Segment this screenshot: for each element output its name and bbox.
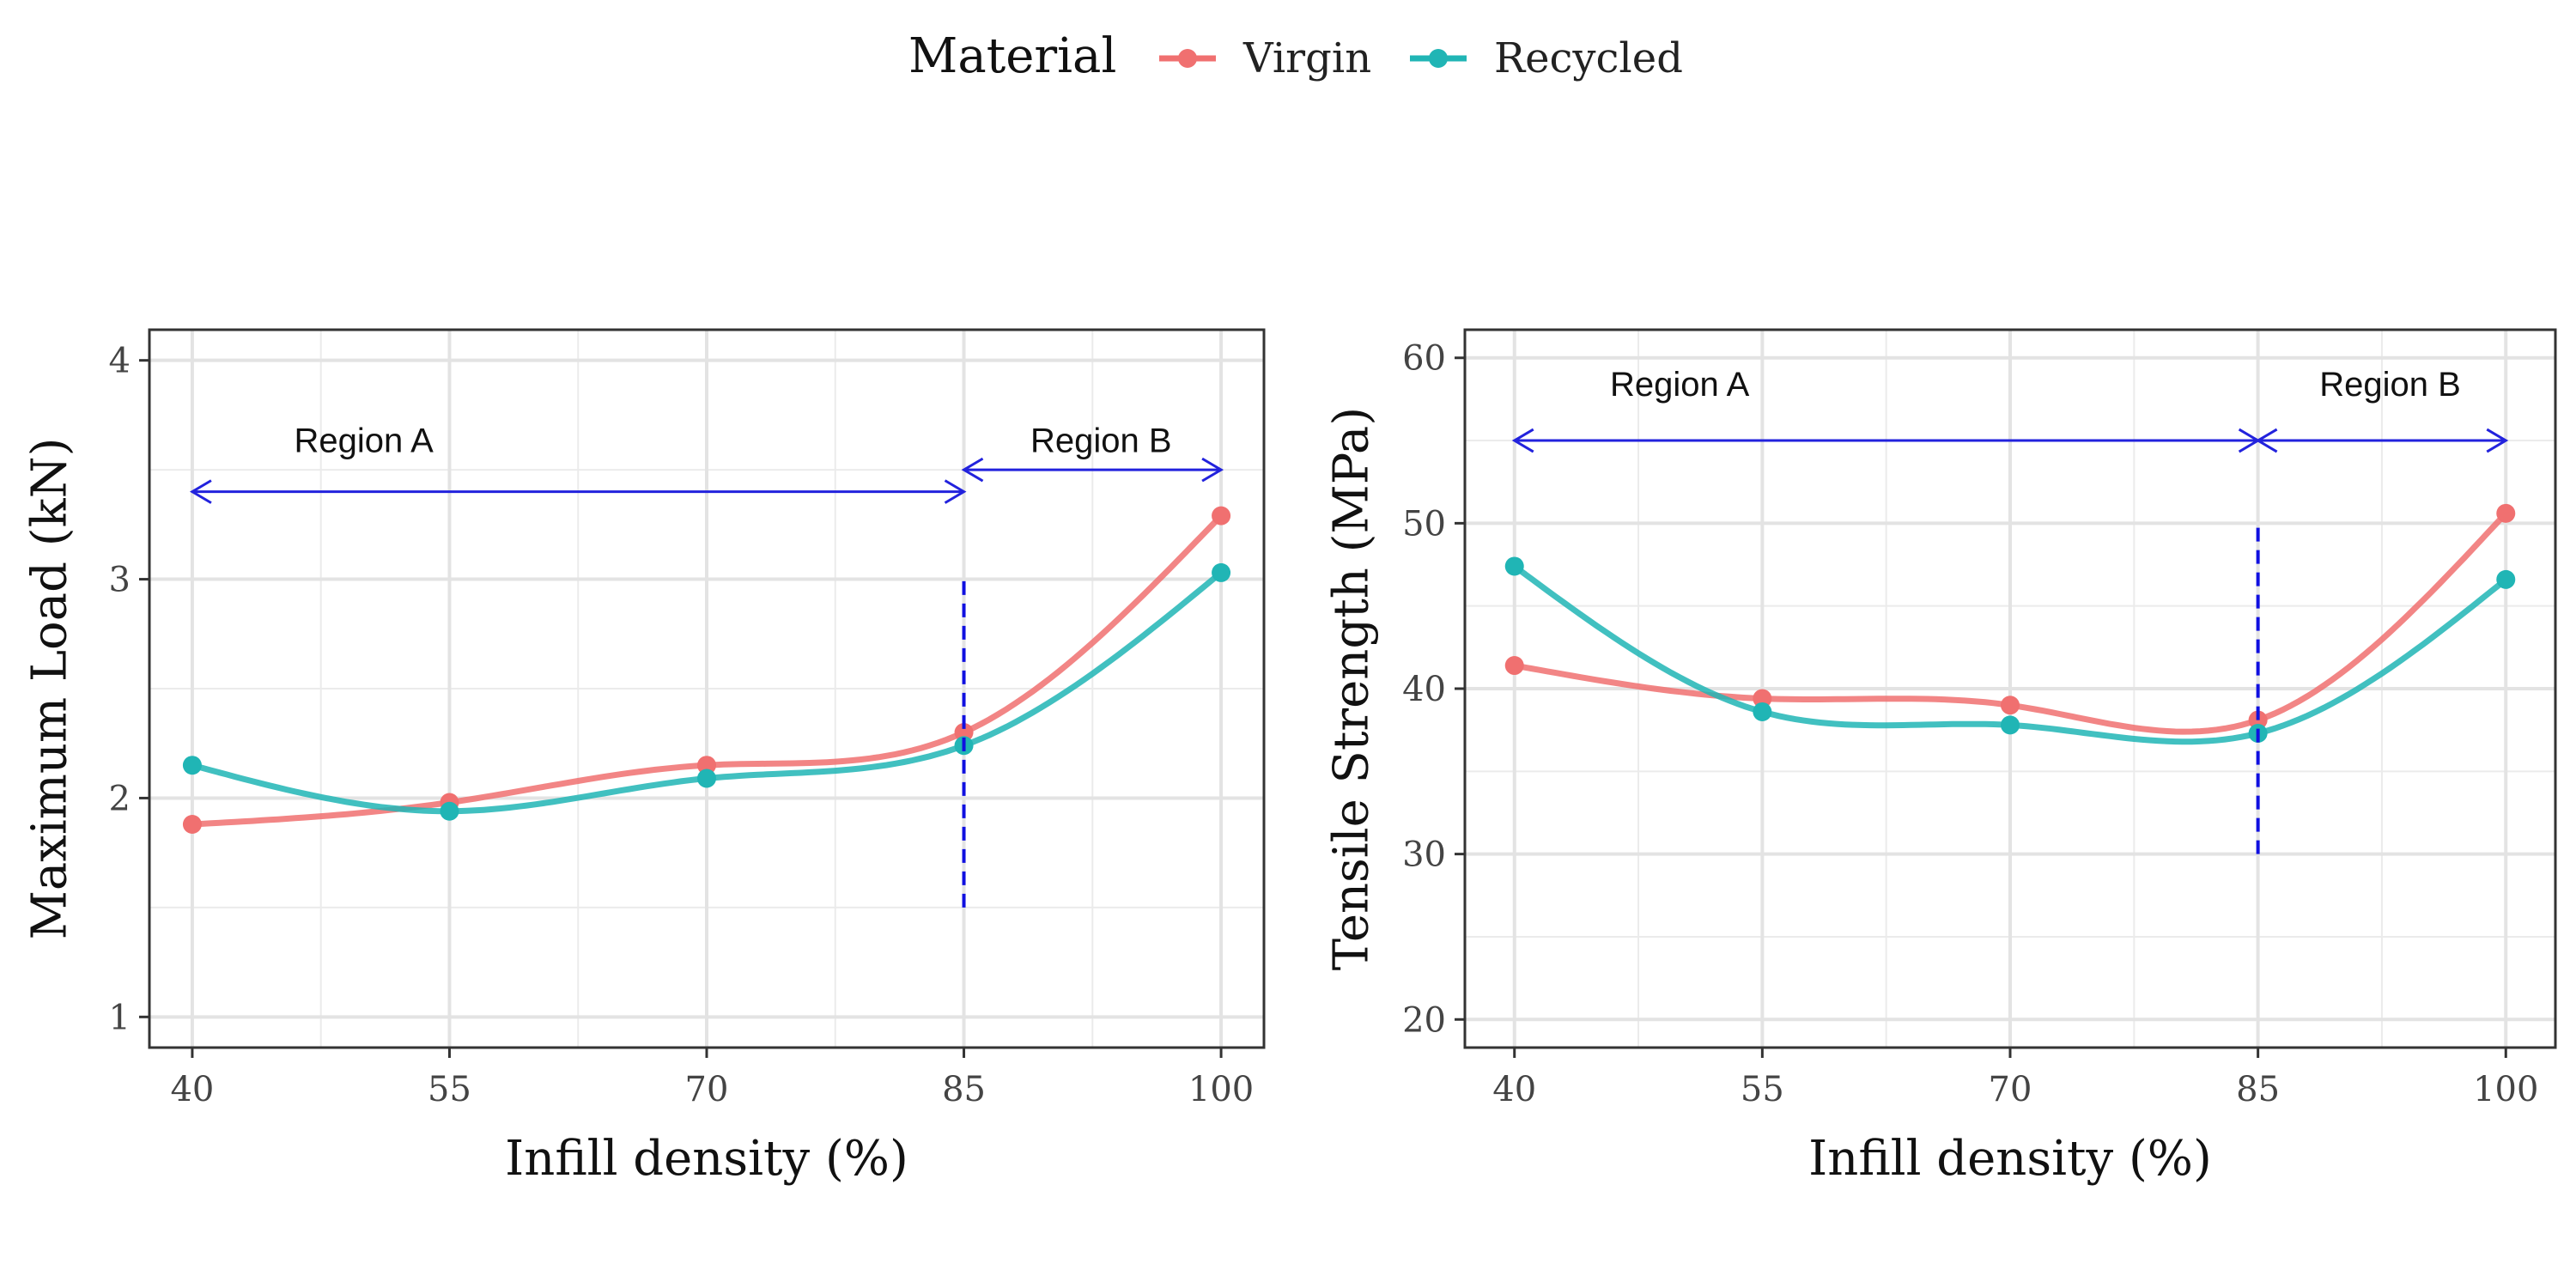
legend-label-virgin: Virgin (1242, 34, 1371, 82)
maximum-load-chart: Region A Region B 40 55 70 85 100 1 2 3 4 Infill de… (22, 328, 1266, 1187)
x-tick-label: 100 (2473, 1070, 2538, 1109)
x-axis-title: Infill density (%) (505, 1131, 908, 1187)
y-tick-label: 1 (109, 998, 131, 1037)
data-point (1504, 556, 1524, 576)
y-tick-label: 4 (109, 342, 131, 381)
legend-title: Material (908, 28, 1116, 84)
x-tick-label: 55 (428, 1070, 471, 1109)
data-point (1753, 702, 1772, 721)
y-tick-label: 3 (109, 561, 131, 600)
data-point (1753, 689, 1772, 708)
x-tick-label: 40 (1492, 1070, 1536, 1109)
data-point (182, 815, 202, 835)
y-tick-label: 40 (1402, 670, 1446, 709)
annotations: Region A Region B (189, 422, 1224, 908)
x-tick-label: 70 (1989, 1070, 2032, 1109)
arrow-head-right (1201, 457, 1224, 483)
legend-label-recycled: Recycled (1494, 34, 1683, 82)
y-axis-title: Maximum Load (kN) (22, 438, 78, 940)
x-tick-label: 55 (1741, 1070, 1784, 1109)
arrow-head-right (944, 479, 967, 504)
y-tick-label: 2 (109, 779, 131, 818)
data-point (2001, 715, 2020, 735)
y-tick-label: 20 (1402, 1000, 1446, 1040)
y-tick-label: 50 (1402, 504, 1446, 544)
data-point (2001, 696, 2020, 715)
legend-point (1429, 49, 1448, 68)
annotations: Region A Region B (1511, 366, 2509, 854)
arrow-head-left (189, 479, 212, 504)
legend-point (1178, 49, 1197, 68)
arrow-head-left (2255, 428, 2278, 453)
data-point (1212, 506, 1231, 526)
arrow-head-left (961, 457, 984, 483)
x-tick-label: 70 (685, 1070, 729, 1109)
axes: 40 55 70 85 100 20 30 40 50 60 Infill density (%) T… (1324, 339, 2539, 1187)
data-point (2496, 503, 2516, 523)
axes: 40 55 70 85 100 1 2 3 4 Infill density (%) Maximum… (22, 342, 1255, 1187)
region-region-a: Region A (1511, 366, 2261, 453)
y-axis-title: Tensile Strength (MPa) (1324, 407, 1380, 970)
y-tick-label: 30 (1402, 835, 1446, 875)
x-tick-label: 85 (942, 1070, 986, 1109)
data-point (1212, 562, 1231, 582)
region-label: Region A (294, 422, 434, 460)
x-tick-label: 40 (170, 1070, 214, 1109)
region-region-a: Region A (189, 422, 967, 504)
data-point (2496, 569, 2516, 589)
arrow-head-right (2486, 428, 2509, 453)
data-point (1504, 656, 1524, 676)
region-label: Region B (2319, 366, 2461, 404)
legend-key-virgin (1159, 49, 1216, 68)
x-axis-title: Infill density (%) (1808, 1131, 2212, 1187)
legend: Material Virgin Recycled (908, 28, 1683, 84)
region-label: Region A (1610, 366, 1750, 404)
legend-key-recycled (1410, 49, 1467, 68)
grid (1465, 330, 2555, 1048)
data-point (697, 769, 716, 788)
tensile-strength-chart: Region A Region B 40 55 70 85 100 20 30 40 50 60 Inf… (1324, 328, 2557, 1187)
x-tick-label: 100 (1188, 1070, 1254, 1109)
data-point (954, 722, 974, 742)
region-region-b: Region B (961, 422, 1224, 483)
region-label: Region B (1030, 422, 1172, 460)
data-point (697, 756, 716, 775)
region-region-b: Region B (2255, 366, 2509, 453)
data-point (440, 801, 459, 821)
data-point (182, 756, 202, 775)
grid (149, 330, 1264, 1048)
arrow-head-left (1511, 428, 1534, 453)
x-tick-label: 85 (2236, 1070, 2280, 1109)
y-tick-label: 60 (1402, 339, 1446, 379)
